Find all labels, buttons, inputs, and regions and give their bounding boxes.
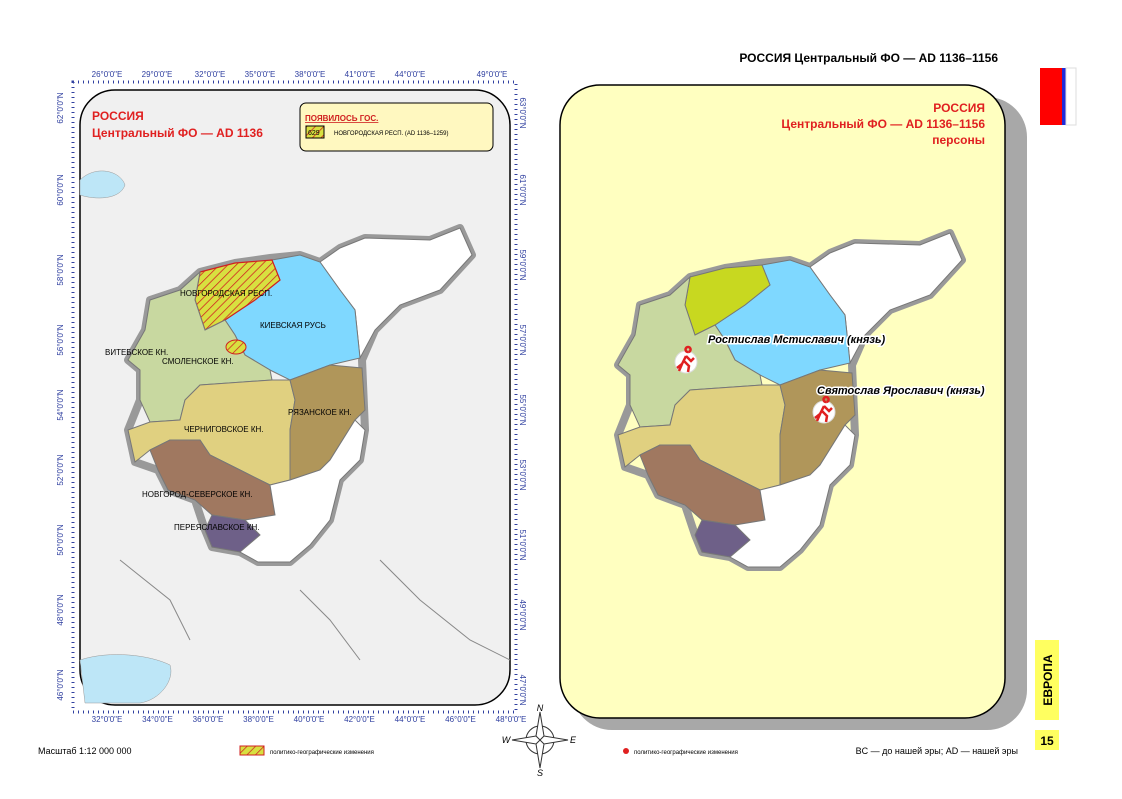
axis-label: 62°0'0"N (56, 92, 65, 123)
left-map: РОССИЯ Центральный ФО — AD 1136 ПОЯВИЛОС… (71, 80, 518, 714)
axis-label: 50°0'0"N (56, 524, 65, 555)
axis-label: 58°0'0"N (56, 254, 65, 285)
legend-item: НОВГОРОДСКАЯ РЕСП. (AD 1136–1259) (334, 131, 448, 137)
person-icon (674, 345, 698, 374)
section-label: ЕВРОПА (1041, 654, 1055, 705)
map-title: РОССИЯ (933, 101, 985, 115)
map-title: РОССИЯ (92, 109, 144, 123)
page-number: 15 (1040, 734, 1054, 748)
legend-code: 629 (308, 130, 320, 137)
axis-label: 46°0'0"N (56, 669, 65, 700)
axis-label: 26°0'0"E (92, 70, 123, 79)
region-label: НОВГОРОДСКАЯ РЕСП. (180, 289, 272, 298)
flag (1040, 67, 1077, 126)
axis-label: 59°0'0"N (518, 249, 527, 280)
region-label: СМОЛЕНСКОЕ КН. (162, 357, 234, 366)
compass-label: W (502, 735, 512, 745)
axis-label: 40°0'0"E (294, 715, 325, 724)
axis-label: 42°0'0"E (344, 715, 375, 724)
axis-label: 36°0'0"E (193, 715, 224, 724)
axis-label: 52°0'0"N (56, 454, 65, 485)
map-subtitle: персоны (932, 133, 985, 147)
map-subtitle: Центральный ФО — AD 1136 (92, 126, 263, 140)
axis-label: 38°0'0"E (243, 715, 274, 724)
axis-label: 49°0'0"N (518, 599, 527, 630)
axis-label: 57°0'0"N (518, 324, 527, 355)
axis-label: 48°0'0"E (496, 715, 527, 724)
axis-label: 35°0'0"E (245, 70, 276, 79)
axis-label: 48°0'0"N (56, 594, 65, 625)
person-label: Ростислав Мстиславич (князь) (708, 334, 886, 346)
axis-label: 61°0'0"N (518, 174, 527, 205)
axis-label: 49°0'0"E (477, 70, 508, 79)
axis-label: 32°0'0"E (92, 715, 123, 724)
region-label: ПЕРЕЯСЛАВСКОЕ КН. (174, 523, 260, 532)
axis-label: 34°0'0"E (142, 715, 173, 724)
axis-label: 47°0'0"N (518, 674, 527, 705)
axis-label: 51°0'0"N (518, 529, 527, 560)
axis-label: 41°0'0"E (345, 70, 376, 79)
axis-label: 56°0'0"N (56, 324, 65, 355)
compass-label: S (537, 768, 543, 778)
page-title: РОССИЯ Центральный ФО — AD 1136–1156 (739, 51, 998, 65)
legend-text: политико-географические изменения (270, 750, 374, 756)
region-label: ЧЕРНИГОВСКОЕ КН. (184, 425, 264, 434)
region-label: РЯЗАНСКОЕ КН. (288, 408, 352, 417)
axis-label: 44°0'0"E (395, 715, 426, 724)
scale: Масштаб 1:12 000 000 (38, 746, 132, 756)
axis-label: 60°0'0"N (56, 174, 65, 205)
right-map: РОССИЯ Центральный ФО — AD 1136–1156 пер… (559, 84, 1027, 730)
compass-label: N (537, 703, 544, 713)
axis-label: 54°0'0"N (56, 389, 65, 420)
axis-label: 53°0'0"N (518, 459, 527, 490)
person-icon (812, 395, 836, 424)
region-label: КИЕВСКАЯ РУСЬ (260, 321, 326, 330)
legend-text: политико-географические изменения (634, 750, 738, 756)
axis-label: 44°0'0"E (395, 70, 426, 79)
compass-label: E (570, 735, 577, 745)
axis-label: 55°0'0"N (518, 394, 527, 425)
person-label: Святослав Ярославич (князь) (817, 385, 985, 397)
legend-heading: ПОЯВИЛОСЬ ГОС. (305, 114, 378, 123)
axis-label: 38°0'0"E (295, 70, 326, 79)
map-subtitle: Центральный ФО — AD 1136–1156 (781, 117, 985, 131)
compass-rose: N W E S (502, 703, 577, 778)
era-note: BC — до нашей эры; AD — нашей эры (856, 746, 1018, 756)
region-label: ВИТЕБСКОЕ КН. (105, 348, 168, 357)
axis-label: 46°0'0"E (445, 715, 476, 724)
axis-label: 32°0'0"E (195, 70, 226, 79)
axis-label: 63°0'0"N (518, 97, 527, 128)
axis-label: 29°0'0"E (142, 70, 173, 79)
region-label: НОВГОРОД-СЕВЕРСКОЕ КН. (142, 490, 253, 499)
